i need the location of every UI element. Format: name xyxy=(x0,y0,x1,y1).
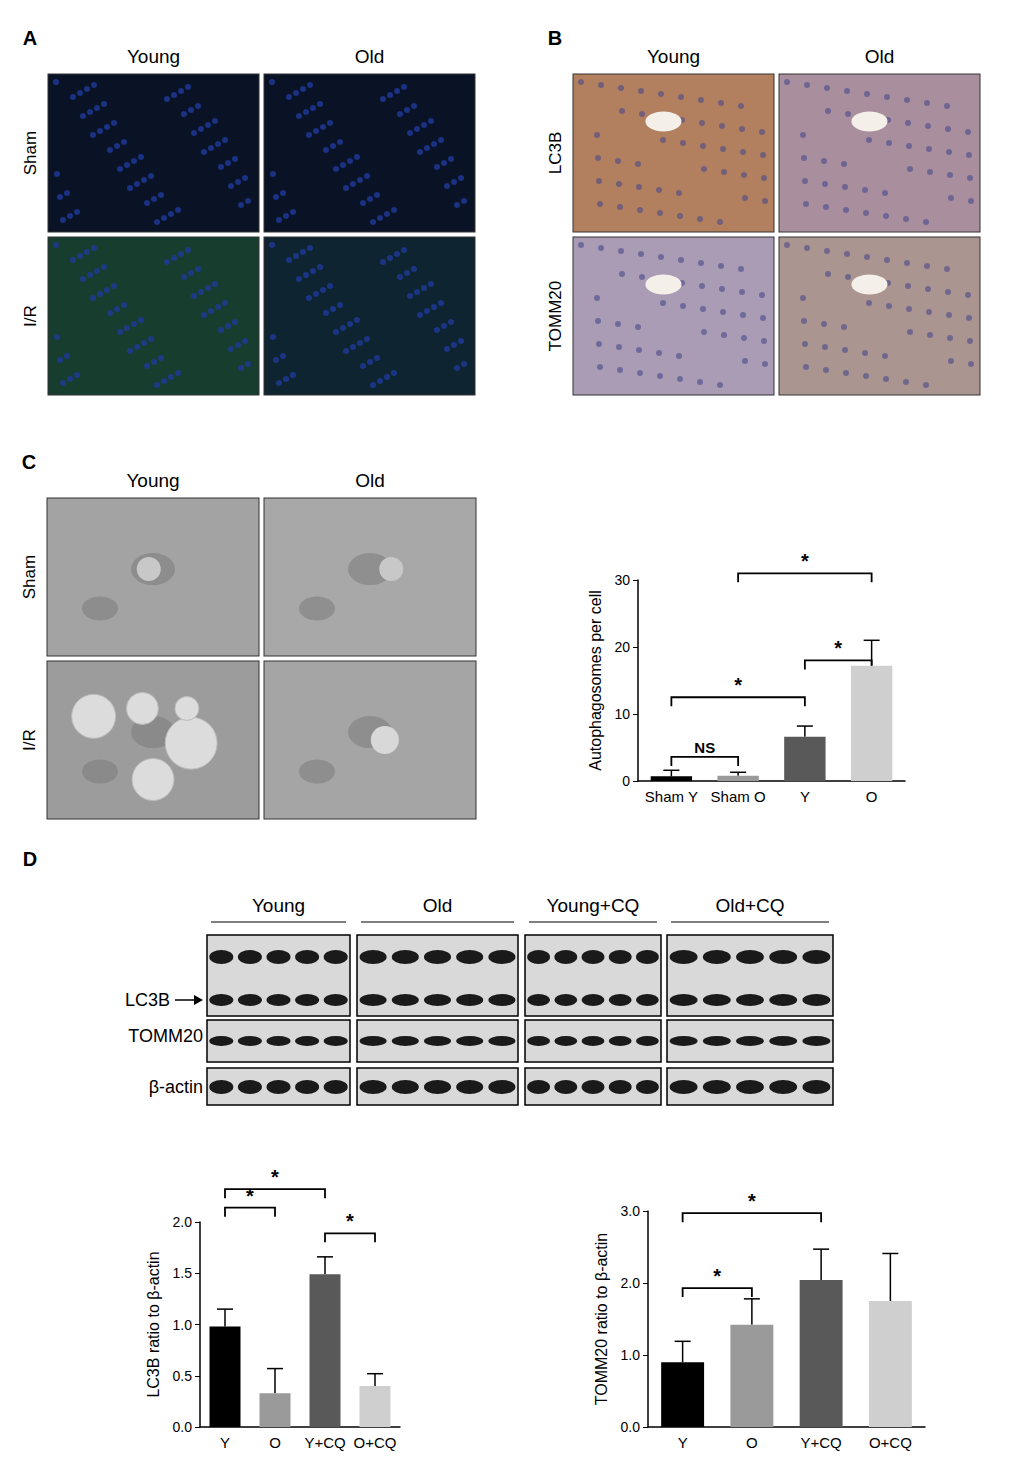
svg-text:*: * xyxy=(713,1265,721,1287)
svg-text:LC3B: LC3B xyxy=(125,990,170,1010)
svg-text:Young: Young xyxy=(127,46,180,67)
svg-text:1.0: 1.0 xyxy=(621,1347,641,1363)
svg-text:Y+CQ: Y+CQ xyxy=(800,1434,841,1451)
svg-text:*: * xyxy=(734,674,742,696)
svg-text:Y: Y xyxy=(220,1434,230,1451)
svg-text:0.0: 0.0 xyxy=(621,1419,641,1435)
svg-text:Young: Young xyxy=(126,470,179,491)
svg-text:*: * xyxy=(246,1185,254,1207)
svg-text:Y+CQ: Y+CQ xyxy=(304,1434,345,1451)
svg-text:TOMM20: TOMM20 xyxy=(546,281,565,352)
svg-text:*: * xyxy=(346,1210,354,1232)
svg-text:I/R: I/R xyxy=(21,305,40,327)
svg-text:*: * xyxy=(834,637,842,659)
svg-text:O+CQ: O+CQ xyxy=(869,1434,912,1451)
svg-text:Y: Y xyxy=(678,1434,688,1451)
svg-text:10: 10 xyxy=(614,706,630,722)
svg-text:0.0: 0.0 xyxy=(173,1419,193,1435)
svg-text:30: 30 xyxy=(614,572,630,588)
svg-text:0.5: 0.5 xyxy=(173,1368,193,1384)
svg-text:Old: Old xyxy=(355,46,385,67)
svg-text:*: * xyxy=(748,1190,756,1212)
svg-text:Young: Young xyxy=(647,46,700,67)
svg-text:2.0: 2.0 xyxy=(173,1214,193,1230)
svg-text:3.0: 3.0 xyxy=(621,1203,641,1219)
svg-text:I/R: I/R xyxy=(20,729,39,751)
svg-text:1.5: 1.5 xyxy=(173,1265,193,1281)
svg-text:LC3B: LC3B xyxy=(546,132,565,175)
svg-text:B: B xyxy=(548,27,562,49)
svg-text:Sham Y: Sham Y xyxy=(645,788,698,805)
svg-text:1.0: 1.0 xyxy=(173,1317,193,1333)
svg-text:2.0: 2.0 xyxy=(621,1275,641,1291)
svg-text:Young+CQ: Young+CQ xyxy=(547,895,640,916)
svg-text:Old: Old xyxy=(865,46,895,67)
svg-text:Y: Y xyxy=(800,788,810,805)
svg-text:TOMM20: TOMM20 xyxy=(128,1026,203,1046)
svg-text:Sham O: Sham O xyxy=(711,788,766,805)
svg-text:Old: Old xyxy=(355,470,385,491)
svg-text:O: O xyxy=(746,1434,758,1451)
svg-text:TOMM20 ratio to β-actin: TOMM20 ratio to β-actin xyxy=(593,1233,610,1406)
svg-text:Autophagosomes per cell: Autophagosomes per cell xyxy=(587,590,604,771)
svg-text:D: D xyxy=(23,848,37,870)
svg-text:O+CQ: O+CQ xyxy=(354,1434,397,1451)
svg-text:Old: Old xyxy=(423,895,453,916)
svg-text:0: 0 xyxy=(622,773,630,789)
svg-text:Sham: Sham xyxy=(20,555,39,599)
svg-text:A: A xyxy=(23,27,37,49)
svg-text:β-actin: β-actin xyxy=(149,1077,203,1097)
svg-text:O: O xyxy=(866,788,878,805)
svg-text:LC3B ratio to β-actin: LC3B ratio to β-actin xyxy=(145,1251,162,1397)
svg-text:NS: NS xyxy=(694,739,715,756)
svg-text:*: * xyxy=(801,550,809,572)
svg-text:Sham: Sham xyxy=(21,131,40,175)
svg-text:20: 20 xyxy=(614,639,630,655)
svg-text:Old+CQ: Old+CQ xyxy=(715,895,784,916)
svg-text:O: O xyxy=(269,1434,281,1451)
svg-text:Young: Young xyxy=(252,895,305,916)
svg-text:C: C xyxy=(22,451,36,473)
svg-text:*: * xyxy=(271,1170,279,1188)
